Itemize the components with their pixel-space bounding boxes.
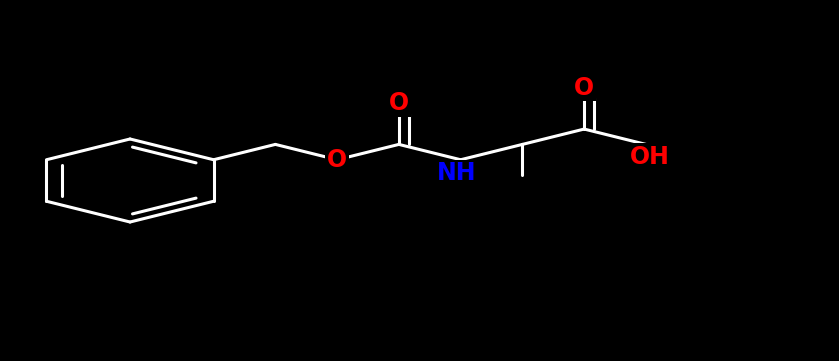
Text: O: O <box>388 91 409 115</box>
Text: NH: NH <box>437 161 477 186</box>
Text: O: O <box>327 148 347 172</box>
Text: O: O <box>574 75 594 100</box>
Text: OH: OH <box>630 145 670 169</box>
